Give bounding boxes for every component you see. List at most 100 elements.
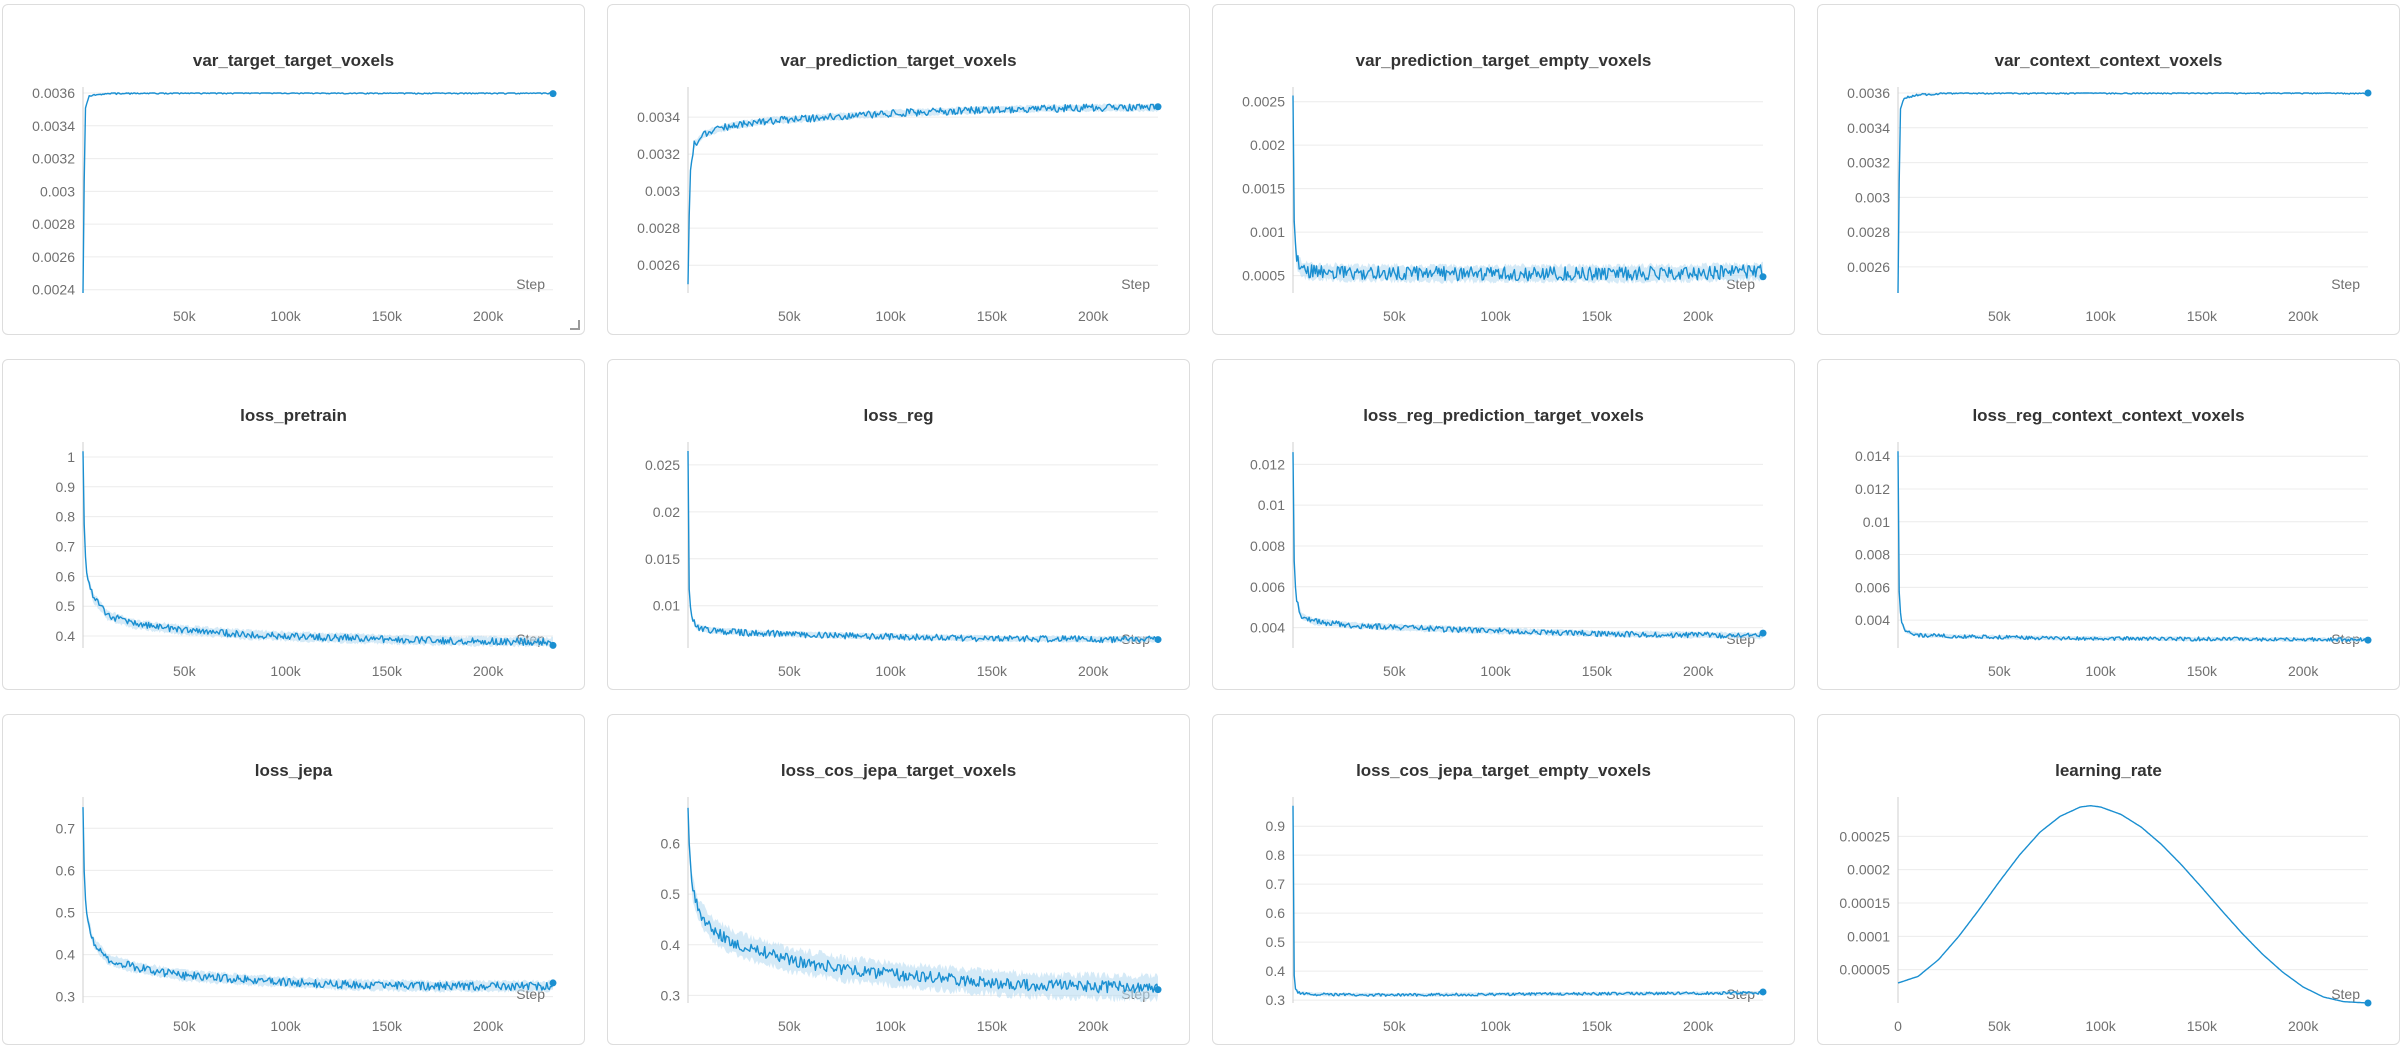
x-tick-label: 150k (2187, 308, 2218, 324)
y-tick-label: 0.001 (1250, 224, 1285, 240)
x-tick-label: 200k (473, 1018, 504, 1034)
y-tick-label: 0.8 (1266, 847, 1286, 863)
y-tick-label: 0.00015 (1839, 895, 1890, 911)
series-line[interactable] (1292, 452, 1764, 639)
y-tick-label: 0.003 (645, 183, 680, 199)
x-tick-label: 50k (1383, 308, 1407, 324)
series-end-point[interactable] (549, 979, 557, 987)
series-line[interactable] (1292, 95, 1764, 282)
series-line[interactable] (1897, 451, 2369, 643)
y-tick-label: 0.0024 (32, 282, 75, 298)
y-tick-label: 0.0026 (1847, 259, 1890, 275)
y-tick-label: 1 (67, 449, 75, 465)
x-tick-label: 200k (1078, 663, 1109, 679)
y-tick-label: 0.0034 (32, 118, 75, 134)
y-tick-label: 0.002 (1250, 137, 1285, 153)
y-tick-label: 0.015 (645, 551, 680, 567)
y-tick-label: 0.00025 (1839, 828, 1890, 844)
series-end-point[interactable] (2364, 89, 2372, 97)
chart-plot: 0.0026 0.0028 0.003 0.0032 0.0034 0.0036 50k 10… (1847, 85, 2372, 324)
x-tick-label: 100k (270, 1018, 301, 1034)
x-tick-label: 150k (977, 663, 1008, 679)
y-tick-label: 0.0032 (637, 146, 680, 162)
x-tick-label: 50k (1988, 308, 2012, 324)
x-tick-label: 50k (1383, 1018, 1407, 1034)
series-confidence-band (1898, 449, 2368, 643)
y-tick-label: 0.012 (1855, 481, 1890, 497)
x-tick-label: 150k (372, 663, 403, 679)
x-tick-label: 50k (778, 308, 802, 324)
y-tick-label: 0.5 (661, 886, 681, 902)
series-line[interactable] (687, 450, 1159, 644)
series-line[interactable] (82, 807, 554, 991)
chart-panel-var-target-target-voxels[interactable]: var_target_target_voxels 0.0024 0.0026 0.00… (2, 4, 585, 335)
y-tick-label: 0.0015 (1242, 181, 1285, 197)
y-tick-label: 0.0001 (1847, 928, 1890, 944)
series-end-point[interactable] (1154, 103, 1162, 111)
chart-plot: 0.40.50.60.70.80.9150k100k150k200kStep (56, 442, 557, 679)
chart-panel-loss-cos-jepa-target-empty-voxels[interactable]: loss_cos_jepa_target_empty_voxels 0.3 0.4 0… (1212, 714, 1795, 1045)
y-tick-label: 0.4 (56, 947, 76, 963)
y-tick-label: 0.014 (1855, 448, 1890, 464)
y-tick-label: 0.004 (1250, 620, 1285, 636)
x-tick-label: 200k (2288, 308, 2319, 324)
chart-panel-var-prediction-target-empty-voxels[interactable]: var_prediction_target_empty_voxels 0.0005… (1212, 4, 1795, 335)
chart-panel-loss-cos-jepa-target-voxels[interactable]: loss_cos_jepa_target_voxels 0.3 0.4 0.5 0.6 5… (607, 714, 1190, 1045)
x-tick-label: 150k (1582, 308, 1613, 324)
chart-title: loss_reg_prediction_target_voxels (1363, 406, 1644, 425)
chart-title: loss_pretrain (240, 406, 347, 425)
chart-panel-loss-reg-prediction-target-voxels[interactable]: loss_reg_prediction_target_voxels 0.004 0.… (1212, 359, 1795, 690)
chart-panel-var-context-context-voxels[interactable]: var_context_context_voxels 0.0026 0.0028 0.… (1817, 4, 2400, 335)
series-end-point[interactable] (549, 641, 557, 649)
series-confidence-band (688, 803, 1158, 1003)
series-line[interactable] (687, 103, 1159, 285)
series-line[interactable] (1897, 92, 2368, 294)
x-tick-label: 50k (1988, 663, 2012, 679)
y-tick-label: 0.4 (1266, 963, 1286, 979)
chart-title: var_target_target_voxels (192, 51, 395, 70)
series-end-point[interactable] (1759, 273, 1767, 281)
series-end-point[interactable] (2364, 999, 2372, 1007)
series-confidence-band (1293, 448, 1763, 640)
x-axis-label: Step (516, 276, 545, 292)
chart-panel-loss-reg[interactable]: loss_reg 0.01 0.015 0.02 0.025 50k 100k 150k 200… (607, 359, 1190, 690)
chart-panel-learning-rate[interactable]: learning_rate 0.00005 0.0001 0.00015 0.0002 0… (1817, 714, 2400, 1045)
y-tick-label: 0.6 (56, 568, 76, 584)
series-end-point[interactable] (1154, 986, 1162, 994)
x-tick-label: 50k (173, 663, 197, 679)
x-tick-label: 100k (2085, 308, 2116, 324)
series-line[interactable] (1897, 804, 2369, 1004)
x-tick-label: 100k (1480, 308, 1511, 324)
series-line[interactable] (1292, 805, 1764, 997)
chart-plot: 0.30.40.50.60.70.80.950k100k150k200kStep (1266, 797, 1767, 1034)
series-end-point[interactable] (549, 90, 557, 98)
chart-title: var_prediction_target_voxels (780, 51, 1017, 70)
resize-handle-icon[interactable] (570, 320, 580, 330)
chart-panel-loss-reg-context-context-voxels[interactable]: loss_reg_context_context_voxels 0.004 0.00… (1817, 359, 2400, 690)
y-tick-label: 0.3 (661, 987, 681, 1003)
y-tick-label: 0.6 (56, 862, 76, 878)
x-tick-label: 100k (270, 308, 301, 324)
series-line[interactable] (687, 807, 1159, 994)
chart-panel-loss-jepa[interactable]: loss_jepa 0.3 0.4 0.5 0.6 0.7 50k 100k 150k 200k S… (2, 714, 585, 1045)
x-tick-label: 50k (778, 1018, 802, 1034)
y-tick-label: 0.003 (40, 183, 75, 199)
x-tick-label: 200k (1078, 308, 1109, 324)
series-confidence-band (83, 803, 553, 993)
series-end-point[interactable] (1154, 636, 1162, 644)
series-confidence-band (1898, 93, 2368, 293)
x-tick-label: 100k (875, 663, 906, 679)
chart-panel-loss-pretrain[interactable]: loss_pretrain 0.4 0.5 0.6 0.7 0.8 0.9 1 50k 100k 1… (2, 359, 585, 690)
series-line[interactable] (82, 92, 554, 294)
chart-title: loss_cos_jepa_target_voxels (780, 761, 1017, 780)
x-tick-label: 50k (173, 308, 197, 324)
y-tick-label: 0.012 (1250, 456, 1285, 472)
series-line[interactable] (82, 451, 553, 647)
x-tick-label: 100k (1480, 663, 1511, 679)
series-end-point[interactable] (2364, 636, 2372, 644)
y-tick-label: 0.0032 (1847, 155, 1890, 171)
series-end-point[interactable] (1759, 988, 1767, 996)
series-end-point[interactable] (1759, 629, 1767, 637)
chart-panel-var-prediction-target-voxels[interactable]: var_prediction_target_voxels 0.0026 0.0028… (607, 4, 1190, 335)
